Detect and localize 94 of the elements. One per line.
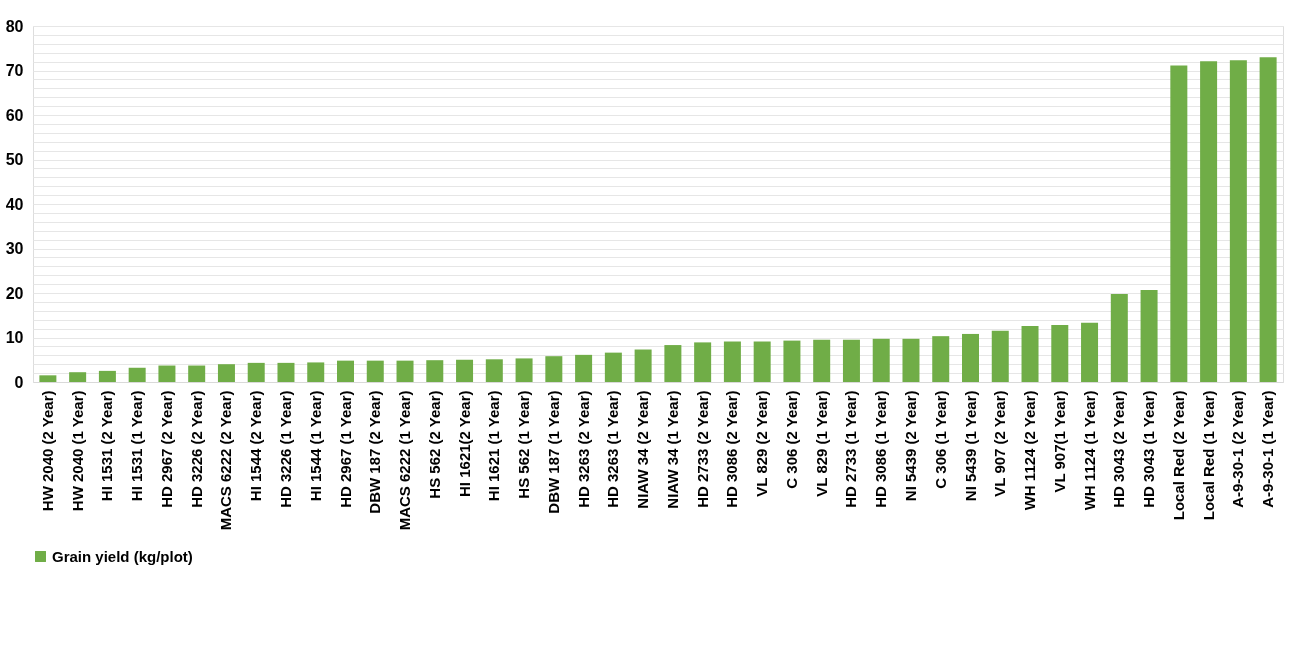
bar: [98, 370, 116, 382]
x-tick-label: WH 1124 (2 Year): [1021, 390, 1039, 511]
bar: [307, 362, 325, 382]
x-tick-label: WH 1124 (1 Year): [1080, 390, 1098, 511]
x-tick-label: HD 3086 (2 Year): [723, 390, 741, 508]
bar: [485, 359, 503, 382]
x-tick-label: HD 3086 (1 Year): [872, 390, 890, 508]
x-tick-label: HD 3043 (2 Year): [1110, 390, 1128, 508]
x-tick-label: HS 562 (1 Year): [515, 390, 533, 499]
x-tick-label: Local Red (1 Year): [1199, 390, 1217, 521]
y-tick-label: 40: [5, 195, 24, 213]
x-tick-label: C 306 (2 Year): [782, 390, 800, 489]
x-tick-label: DBW 187 (1 Year): [544, 390, 562, 514]
bar: [188, 365, 206, 382]
bar: [842, 339, 860, 382]
x-tick-label: VL 829 (1 Year): [812, 390, 830, 497]
bar: [604, 352, 622, 382]
bar: [128, 367, 146, 382]
x-tick-label: HD 3263 (2 Year): [574, 390, 592, 508]
bar: [872, 338, 890, 382]
bar: [426, 360, 444, 382]
x-tick-label: HI 1544 (1 Year): [306, 390, 324, 502]
x-tick-label: HW 2040 (1 Year): [68, 390, 86, 512]
x-tick-label: VL 907(1 Year): [1050, 390, 1068, 493]
y-tick-label: 80: [5, 17, 24, 35]
x-tick-label: NI 5439 (1 Year): [961, 390, 979, 502]
x-tick-label: HS 562 (2 Year): [425, 390, 443, 499]
bar: [664, 345, 682, 382]
bar: [813, 339, 831, 382]
bar: [634, 349, 652, 382]
x-tick-label: HD 3263 (1 Year): [604, 390, 622, 508]
bar: [217, 364, 235, 382]
y-tick-label: 50: [5, 151, 24, 168]
bar: [932, 336, 950, 382]
x-tick-label: MACS 6222 (2 Year): [217, 390, 235, 531]
y-tick-label: 20: [5, 284, 24, 302]
bar: [1229, 60, 1247, 382]
x-tick-label: NI 5439 (2 Year): [901, 390, 919, 502]
bar: [337, 360, 354, 382]
x-tick-label: HI 1544 (2 Year): [247, 390, 265, 502]
bar: [694, 342, 712, 382]
x-tick-label: HD 2967 (1 Year): [336, 390, 354, 508]
x-tick-label: HD 3226 (1 Year): [276, 390, 294, 508]
x-tick-label: HI 1621(2 Year): [455, 390, 473, 497]
bar: [991, 330, 1009, 382]
bar: [1140, 289, 1158, 382]
x-tick-label: HW 2040 (2 Year): [38, 390, 56, 512]
x-tick-label: HI 1531 (2 Year): [98, 390, 116, 502]
bar: [247, 362, 265, 382]
bar: [753, 341, 771, 382]
x-tick-label: Local Red (2 Year): [1169, 390, 1187, 521]
bar: [515, 358, 533, 382]
y-tick-label: 30: [5, 240, 24, 257]
x-tick-label: HD 2733 (2 Year): [693, 390, 711, 508]
bar: [545, 356, 563, 382]
x-tick-label: VL 829 (2 Year): [753, 390, 771, 497]
x-tick-label: NIAW 34 (1 Year): [663, 390, 681, 509]
bar: [902, 338, 920, 382]
x-tick-label: NIAW 34 (2 Year): [634, 390, 652, 509]
x-tick-label: HD 2967 (2 Year): [157, 390, 175, 508]
bar: [1051, 325, 1069, 382]
bar: [723, 341, 741, 382]
bar: [366, 360, 384, 382]
legend-label: Grain yield (kg/plot): [52, 547, 193, 565]
bar: [962, 333, 979, 382]
bar: [39, 375, 57, 382]
bar: [396, 360, 414, 382]
bar: [1200, 61, 1218, 382]
bar: [1170, 65, 1188, 382]
bar: [1259, 57, 1277, 382]
bar: [158, 365, 176, 382]
bar: [783, 340, 801, 382]
bar: [1110, 293, 1128, 382]
x-tick-label: HD 3226 (2 Year): [187, 390, 205, 508]
bar: [277, 362, 295, 382]
bar: [575, 354, 593, 382]
x-tick-label: HD 3043 (1 Year): [1140, 390, 1158, 508]
y-tick-label: 70: [5, 62, 24, 79]
bar: [1081, 322, 1099, 382]
x-tick-label: HI 1531 (1 Year): [128, 390, 146, 502]
x-tick-label: VL 907 (2 Year): [991, 390, 1009, 497]
y-tick-label: 0: [14, 373, 24, 391]
x-tick-label: DBW 187 (2 Year): [366, 390, 384, 514]
x-tick-label: MACS 6222 (1 Year): [396, 390, 414, 531]
x-tick-label: C 306 (1 Year): [931, 390, 949, 489]
y-tick-label: 60: [5, 106, 24, 124]
x-tick-label: HD 2733 (1 Year): [842, 390, 860, 508]
x-tick-label: A-9-30-1 (2 Year): [1229, 390, 1247, 508]
bar: [1021, 325, 1039, 382]
x-tick-label: HI 1621 (1 Year): [485, 390, 503, 502]
bar: [69, 372, 87, 382]
x-tick-label: A-9-30-1 (1 Year): [1259, 390, 1277, 508]
bar: [456, 359, 474, 382]
y-tick-label: 10: [5, 329, 24, 346]
